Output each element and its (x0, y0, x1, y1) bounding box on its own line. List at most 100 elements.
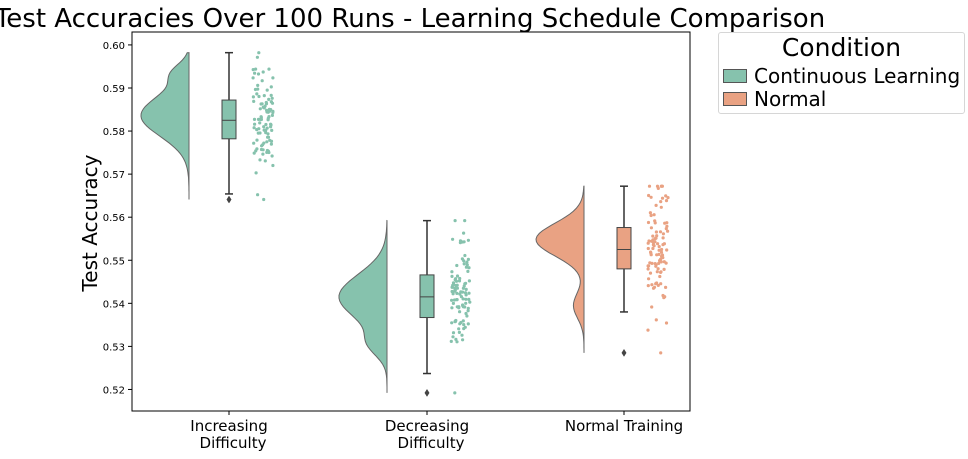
strip-point (648, 271, 653, 275)
strip-point (263, 159, 267, 163)
strip-point (463, 219, 467, 223)
legend-title: Condition (781, 33, 902, 62)
strip-point (648, 211, 653, 215)
strip-point (656, 186, 660, 190)
strip-point (451, 301, 455, 305)
strip-point (262, 128, 266, 132)
strip-point (461, 338, 465, 342)
strip-point (451, 281, 456, 285)
strip-point (662, 267, 666, 271)
strip-point (258, 107, 262, 111)
strip-point (457, 327, 461, 331)
strip-point (455, 298, 459, 302)
strip-point (466, 238, 470, 242)
strip-point (271, 110, 275, 115)
y-tick-label: 0.56 (103, 213, 125, 224)
strip-point (257, 94, 261, 99)
strip-point (652, 241, 656, 245)
strip-point (654, 203, 658, 207)
strip-point (451, 292, 455, 296)
strip-point (660, 196, 665, 200)
strip-point (660, 184, 664, 188)
strip-point (258, 131, 262, 135)
strip-point (252, 126, 256, 130)
strip-point (455, 274, 460, 278)
y-axis-label: Test Accuracy (78, 154, 102, 292)
strip-point (655, 253, 659, 257)
strip-point (265, 140, 269, 144)
strip-point (462, 262, 466, 266)
strip-point (651, 238, 655, 242)
strip-point (269, 85, 273, 89)
strip-point (467, 266, 471, 270)
box (616, 227, 632, 270)
strip-point (647, 193, 651, 198)
strip-point (461, 305, 465, 309)
y-tick-label: 0.52 (103, 385, 125, 396)
strip-point (271, 163, 275, 168)
strip-point (260, 79, 264, 83)
strip-point (462, 240, 466, 244)
strip-point (653, 221, 657, 225)
strip-point (457, 305, 461, 309)
strip-point (461, 297, 465, 301)
strip-point (269, 139, 274, 143)
strip-point (664, 321, 669, 325)
strip-point (466, 322, 470, 326)
strip-point (453, 219, 457, 223)
strip-point (467, 279, 471, 283)
strip-point (464, 297, 468, 301)
strip-point (661, 256, 665, 260)
plot-frame (131, 31, 691, 412)
strip-point (647, 184, 652, 188)
strip-point (646, 220, 651, 225)
strip-point (449, 339, 453, 343)
strip-point (450, 298, 454, 302)
strip-point (450, 270, 454, 274)
strip-point (659, 282, 663, 286)
strip-point (455, 286, 459, 290)
strip-point (464, 287, 468, 291)
legend-label-continuous-learning: Continuous Learning (754, 64, 961, 88)
strip-point (451, 283, 455, 287)
strip-point (664, 194, 668, 198)
chart-title: Test Accuracies Over 100 Runs - Learning… (0, 4, 825, 34)
strip-point (256, 117, 261, 121)
strip-point (662, 296, 666, 300)
strip-point (651, 286, 656, 290)
strip-point (646, 246, 650, 251)
outlier-point (424, 388, 430, 397)
strip-point (659, 270, 663, 274)
strip-point (659, 205, 663, 209)
strip-point (458, 322, 462, 326)
strip-point (252, 99, 256, 103)
strip-point (265, 126, 269, 130)
x-tick-label: Decreasing (385, 417, 469, 435)
strip-point (270, 96, 274, 100)
strip-point (256, 193, 260, 197)
strip-point (257, 127, 261, 131)
strip-point (656, 242, 660, 246)
strip-point (657, 261, 661, 265)
strip-point (265, 88, 269, 92)
legend-item-normal: Normal (723, 87, 826, 111)
strip-point (271, 76, 275, 80)
strip-point (650, 283, 654, 287)
strip-point (465, 260, 469, 264)
strip-point (261, 70, 265, 74)
strip-point (270, 101, 275, 105)
strip-point (646, 264, 650, 268)
strip-point (466, 269, 470, 273)
strip-point (255, 55, 259, 59)
strip-point (451, 237, 455, 241)
strip-point (462, 231, 466, 235)
y-tick-label: 0.53 (103, 342, 125, 353)
strip-point (659, 351, 663, 355)
strip-point (458, 310, 462, 314)
strip-point (453, 319, 457, 324)
strip-point (259, 115, 263, 120)
strip-point (264, 102, 269, 106)
strip-point (450, 321, 454, 325)
strip-point (654, 318, 658, 322)
